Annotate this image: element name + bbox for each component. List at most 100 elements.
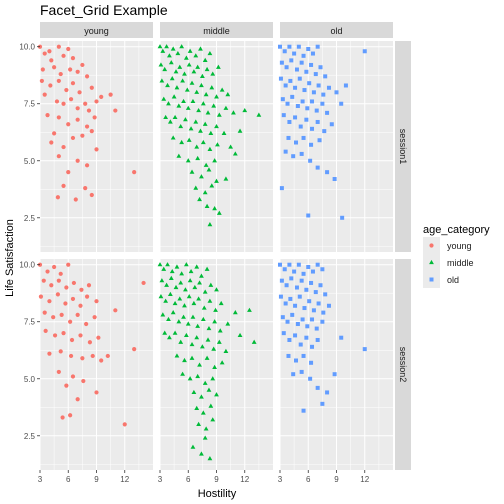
data-point-young xyxy=(86,283,92,288)
data-point-old xyxy=(288,78,293,83)
data-point-middle xyxy=(200,139,206,145)
data-point-middle xyxy=(198,46,203,51)
data-point-old xyxy=(304,117,309,122)
data-point-old xyxy=(299,278,304,283)
data-point-old xyxy=(297,294,302,299)
data-point-young xyxy=(105,353,110,359)
data-point-middle xyxy=(170,46,176,51)
data-point-young xyxy=(75,158,80,163)
data-point-young xyxy=(55,292,60,297)
data-point-old xyxy=(321,310,326,315)
y-axis-label: Life Satisfaction xyxy=(4,219,16,297)
data-point-middle xyxy=(200,101,206,106)
data-point-middle xyxy=(203,426,209,431)
data-point-old xyxy=(298,342,303,347)
data-point-young xyxy=(89,129,94,134)
data-point-old xyxy=(320,319,325,324)
data-point-middle xyxy=(197,196,202,202)
facet-strip-session1 xyxy=(395,41,411,252)
data-point-old xyxy=(310,269,315,274)
data-point-middle xyxy=(193,119,199,124)
data-point-middle xyxy=(196,421,202,426)
data-point-young xyxy=(42,51,47,56)
data-point-middle xyxy=(203,92,209,97)
x-tick-label: 6 xyxy=(186,475,191,484)
data-point-old xyxy=(278,76,283,81)
data-point-young xyxy=(56,369,61,375)
data-point-middle xyxy=(202,435,208,440)
data-point-middle xyxy=(232,151,238,156)
data-point-young xyxy=(61,144,66,150)
data-point-middle xyxy=(215,142,220,147)
data-point-old xyxy=(310,51,315,56)
data-point-old xyxy=(280,315,285,320)
data-point-young xyxy=(39,78,44,84)
data-point-young xyxy=(70,374,76,379)
data-point-middle xyxy=(251,339,257,344)
data-point-old xyxy=(278,262,282,267)
data-point-young xyxy=(80,356,85,361)
data-point-middle xyxy=(206,167,212,172)
facet-panel-young-session1 xyxy=(37,41,153,252)
y-tick-label: 10.0 xyxy=(19,43,35,52)
data-point-middle xyxy=(176,319,182,324)
data-point-young xyxy=(61,183,66,188)
data-point-middle xyxy=(232,310,238,315)
data-point-old xyxy=(290,312,295,317)
data-point-old xyxy=(301,408,306,413)
data-point-young xyxy=(99,94,104,99)
data-point-middle xyxy=(197,280,202,285)
data-point-middle xyxy=(174,264,180,269)
x-tick-label: 12 xyxy=(120,475,129,484)
data-point-old xyxy=(294,140,299,145)
data-point-middle xyxy=(196,107,202,113)
data-point-old xyxy=(279,60,284,65)
data-point-young xyxy=(78,303,83,308)
data-point-old xyxy=(325,170,330,175)
data-point-young xyxy=(56,154,61,159)
data-point-middle xyxy=(215,64,221,69)
data-point-middle xyxy=(186,294,192,299)
data-point-old xyxy=(343,83,348,88)
data-point-old xyxy=(299,369,304,374)
data-point-young xyxy=(83,101,88,106)
data-point-middle xyxy=(158,294,164,299)
data-point-old xyxy=(309,62,314,67)
data-point-young xyxy=(68,67,73,72)
data-point-young xyxy=(52,264,57,270)
data-point-middle xyxy=(237,128,243,133)
data-point-young xyxy=(75,106,80,111)
facet-strip-label: middle xyxy=(203,26,230,36)
data-point-young xyxy=(56,115,61,120)
x-tick-label: 9 xyxy=(94,475,99,484)
data-point-old xyxy=(306,264,311,269)
data-point-young xyxy=(69,337,75,343)
data-point-old xyxy=(300,317,305,322)
data-point-middle xyxy=(218,300,224,306)
data-point-middle xyxy=(171,94,177,99)
data-point-young xyxy=(83,186,88,191)
data-point-middle xyxy=(177,296,183,301)
data-point-young xyxy=(51,315,56,320)
data-point-young xyxy=(70,56,76,61)
data-point-middle xyxy=(194,264,200,269)
data-point-young xyxy=(108,92,113,97)
data-point-middle xyxy=(210,71,216,76)
data-point-young xyxy=(41,278,46,283)
data-point-old xyxy=(287,44,292,49)
data-point-young xyxy=(58,71,63,77)
data-point-middle xyxy=(219,87,225,92)
data-point-young xyxy=(94,390,99,395)
y-tick-label: 5.0 xyxy=(24,157,36,166)
data-point-middle xyxy=(177,64,183,69)
data-point-middle xyxy=(189,80,195,85)
data-point-young xyxy=(47,351,52,356)
data-point-old xyxy=(281,331,286,336)
data-point-old xyxy=(306,213,311,218)
data-point-young xyxy=(68,319,73,324)
data-point-old xyxy=(281,113,286,118)
data-point-old xyxy=(280,97,285,102)
data-point-old xyxy=(301,53,306,58)
x-tick-label: 3 xyxy=(38,475,43,484)
data-point-old xyxy=(293,85,298,90)
